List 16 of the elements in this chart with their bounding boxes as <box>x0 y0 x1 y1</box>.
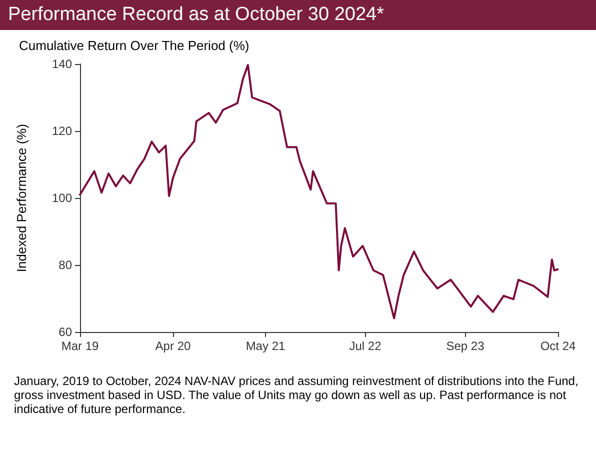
x-tick-label: May 21 <box>246 339 286 353</box>
y-tick-label: 140 <box>52 57 72 71</box>
y-tick-label: 100 <box>52 191 72 205</box>
y-axis-title: Indexed Performance (%) <box>14 124 29 272</box>
chart-title: Performance Record as at October 30 2024* <box>0 0 596 30</box>
y-tick-label: 60 <box>58 325 72 339</box>
x-tick-label: Mar 19 <box>61 339 99 353</box>
text: January, 2019 to October, 2024 NAV-NAV prices and assuming reinvestment of distributions into the Fund, gross investment based in USD. The value of Units may go down as well as up. Past performance is not indicative of future performance. <box>14 374 580 416</box>
chart-subtitle: Cumulative Return Over The Period (%) <box>19 38 250 53</box>
x-tick-label: Apr 20 <box>155 339 191 353</box>
y-tick-label: 120 <box>52 124 72 138</box>
x-tick-label: Jul 22 <box>349 339 382 353</box>
line-series <box>79 64 559 320</box>
x-tick-label: Sep 23 <box>446 339 485 353</box>
x-tick-label: Oct 24 <box>540 339 576 353</box>
y-tick-label: 80 <box>58 258 72 272</box>
